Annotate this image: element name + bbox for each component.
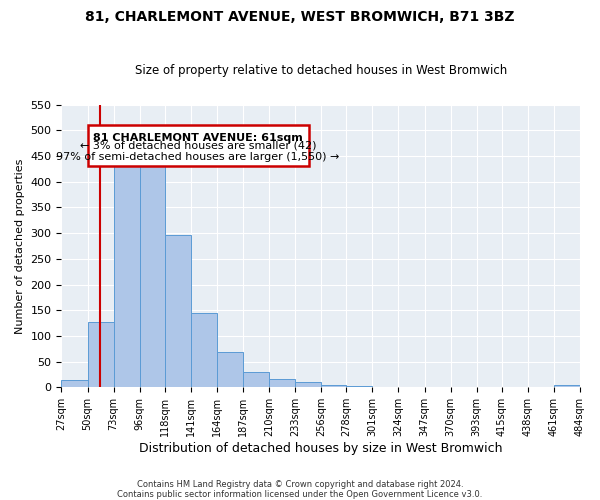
Text: Contains HM Land Registry data © Crown copyright and database right 2024.: Contains HM Land Registry data © Crown c… (137, 480, 463, 489)
Bar (373, 387, 398, 388)
X-axis label: Distribution of detached houses by size in West Bromwich: Distribution of detached houses by size … (139, 442, 502, 455)
Bar (321, 385, 346, 388)
Bar (554, 385, 580, 388)
Bar (243, 372, 269, 388)
Text: Contains public sector information licensed under the Open Government Licence v3: Contains public sector information licen… (118, 490, 482, 499)
Bar (269, 378, 295, 388)
Text: 81 CHARLEMONT AVENUE: 61sqm: 81 CHARLEMONT AVENUE: 61sqm (93, 132, 303, 142)
Text: 81, CHARLEMONT AVENUE, WEST BROMWICH, B71 3BZ: 81, CHARLEMONT AVENUE, WEST BROMWICH, B7… (85, 10, 515, 24)
Y-axis label: Number of detached properties: Number of detached properties (15, 158, 25, 334)
Bar (140, 162, 164, 388)
Title: Size of property relative to detached houses in West Bromwich: Size of property relative to detached ho… (134, 64, 507, 77)
FancyBboxPatch shape (88, 125, 309, 166)
Bar (88, 322, 113, 388)
Bar (61, 380, 88, 388)
Bar (113, 158, 140, 388)
Bar (191, 313, 217, 388)
Bar (295, 382, 321, 388)
Text: ← 3% of detached houses are smaller (42): ← 3% of detached houses are smaller (42) (80, 140, 316, 150)
Bar (346, 386, 373, 388)
Bar (164, 235, 191, 388)
Text: 97% of semi-detached houses are larger (1,550) →: 97% of semi-detached houses are larger (… (56, 152, 340, 162)
Bar (217, 352, 243, 388)
